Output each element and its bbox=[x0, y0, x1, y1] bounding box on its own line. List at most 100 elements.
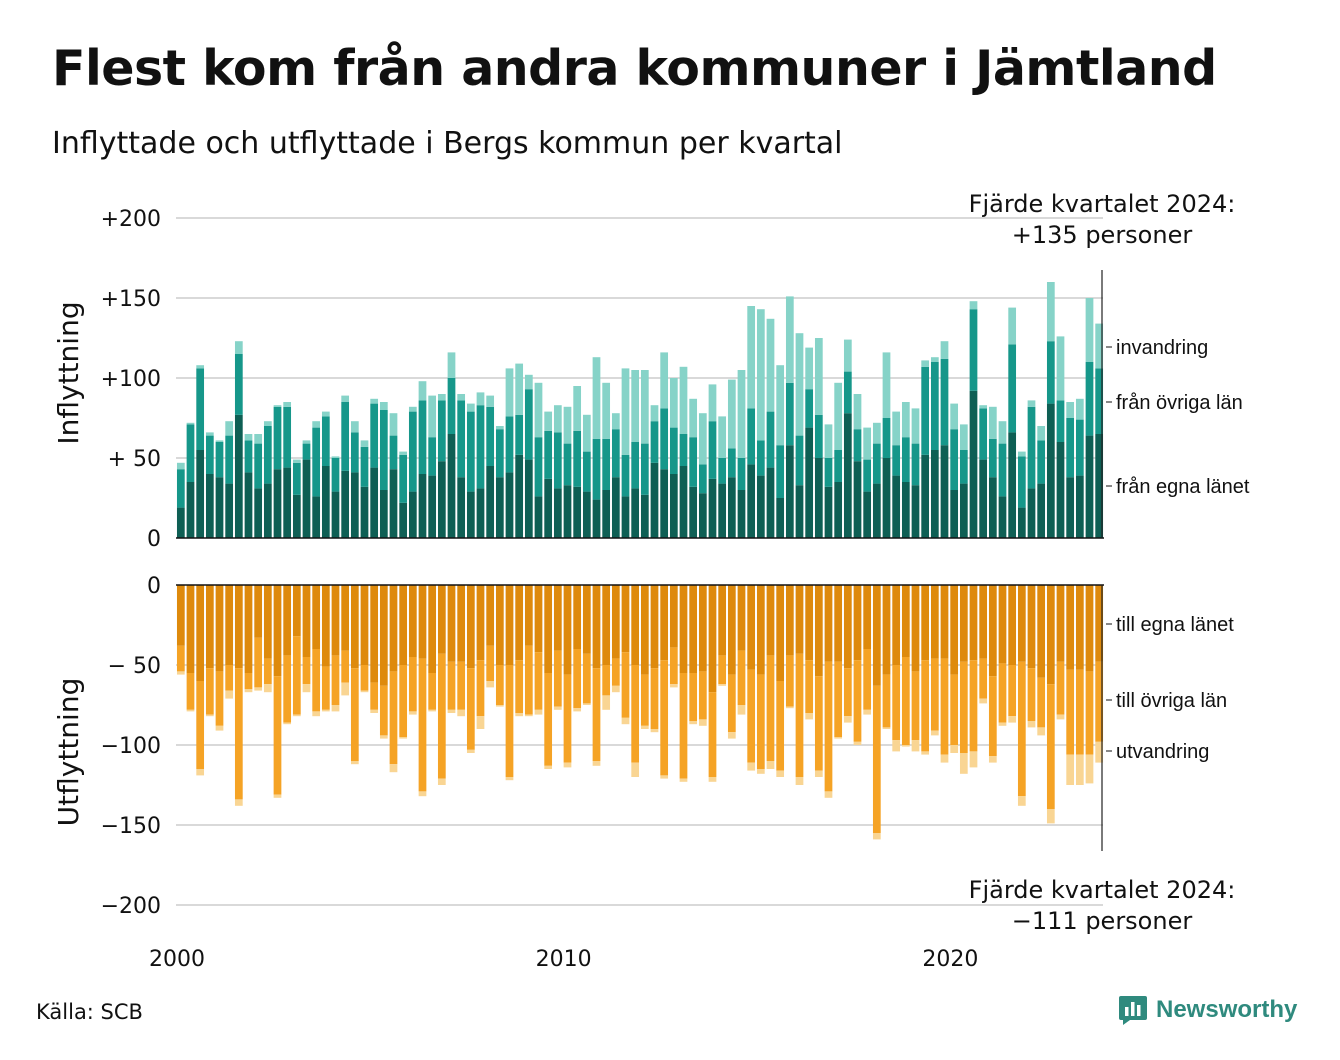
inflow-bar-invandring bbox=[795, 333, 804, 436]
outflow-bar-utvandring bbox=[254, 687, 263, 691]
inflow-bar-från-egna-länet bbox=[998, 496, 1007, 538]
inflow-bar-från-egna-länet bbox=[747, 464, 756, 538]
outflow-bar-till-övriga-län bbox=[244, 673, 253, 689]
outflow-bar-till-övriga-län bbox=[350, 668, 359, 761]
inflow-bar-från-egna-länet bbox=[853, 461, 862, 538]
outflow-bar-till-egna-länet bbox=[437, 585, 446, 654]
outflow-bar-till-egna-länet bbox=[621, 585, 630, 653]
inflow-bar-invandring bbox=[1085, 298, 1094, 362]
outflow-bar-utvandring bbox=[843, 716, 852, 723]
inflow-bar-från-övriga-län bbox=[225, 435, 234, 484]
outflow-bar-till-egna-länet bbox=[582, 585, 591, 654]
outflow-bar-till-övriga-län bbox=[176, 645, 185, 672]
inflow-bar-invandring bbox=[979, 405, 988, 409]
inflow-bar-från-övriga-län bbox=[1008, 344, 1017, 433]
outflow-bar-till-övriga-län bbox=[1056, 661, 1065, 715]
outflow-bar-till-övriga-län bbox=[940, 658, 949, 755]
inflow-bar-från-övriga-län bbox=[795, 435, 804, 486]
outflow-bar-till-egna-länet bbox=[292, 585, 301, 637]
inflow-bar-från-övriga-län bbox=[1037, 440, 1046, 484]
inflow-bar-invandring bbox=[814, 338, 823, 415]
inflow-bar-från-övriga-län bbox=[389, 435, 398, 470]
outflow-bar-till-övriga-län bbox=[428, 673, 437, 710]
outflow-bar-utvandring bbox=[360, 690, 369, 693]
inflow-bar-invandring bbox=[727, 379, 736, 449]
outflow-bar-till-övriga-län bbox=[727, 674, 736, 733]
inflow-bar-från-egna-länet bbox=[495, 477, 504, 538]
inflow-bars bbox=[176, 282, 1104, 538]
outflow-bar-till-övriga-län bbox=[486, 645, 495, 681]
outflow-bar-till-övriga-län bbox=[553, 650, 562, 707]
outflow-bar-till-egna-länet bbox=[544, 585, 553, 673]
outflow-bar-utvandring bbox=[940, 754, 949, 763]
inflow-bar-invandring bbox=[244, 434, 253, 441]
inflow-bar-från-övriga-län bbox=[428, 437, 437, 476]
inflow-bar-från-egna-länet bbox=[437, 461, 446, 538]
inflow-bar-från-egna-länet bbox=[805, 427, 814, 538]
inflow-bar-från-övriga-län bbox=[553, 432, 562, 489]
outflow-bar-till-egna-länet bbox=[805, 585, 814, 661]
inflow-bar-invandring bbox=[892, 411, 901, 446]
outflow-bar-till-övriga-län bbox=[495, 665, 504, 705]
inflow-bar-från-övriga-län bbox=[631, 442, 640, 489]
inflow-bar-från-egna-länet bbox=[1027, 488, 1036, 538]
outflow-bar-till-övriga-län bbox=[399, 665, 408, 737]
outflow-labels: till egna länet till övriga län utvandri… bbox=[1106, 614, 1234, 763]
inflow-bar-invandring bbox=[408, 406, 417, 412]
outflow-bar-till-övriga-län bbox=[843, 668, 852, 717]
outflow-bar-till-övriga-län bbox=[766, 655, 775, 761]
outflow-bar-till-egna-länet bbox=[234, 585, 243, 669]
inflow-bar-från-egna-länet bbox=[756, 475, 765, 538]
outflow-bar-till-egna-länet bbox=[911, 585, 920, 672]
inflow-bar-invandring bbox=[350, 421, 359, 433]
inflow-bar-från-övriga-län bbox=[621, 454, 630, 497]
outflow-bar-till-övriga-län bbox=[466, 668, 475, 750]
outflow-bar-utvandring bbox=[495, 705, 504, 707]
inflow-bar-invandring bbox=[515, 363, 524, 415]
outflow-bar-till-egna-länet bbox=[389, 585, 398, 672]
outflow-bar-till-övriga-län bbox=[1085, 671, 1094, 755]
inflow-bar-invandring bbox=[457, 394, 466, 401]
inflow-bar-från-övriga-län bbox=[708, 421, 717, 479]
inflow-bar-invandring bbox=[370, 398, 379, 404]
outflow-bar-utvandring bbox=[389, 764, 398, 773]
inflow-bar-invandring bbox=[1095, 323, 1104, 369]
inflow-bar-från-egna-länet bbox=[940, 445, 949, 538]
outflow-bar-utvandring bbox=[476, 716, 485, 729]
outflow-bar-utvandring bbox=[505, 777, 514, 781]
outflow-bar-till-övriga-län bbox=[263, 658, 272, 685]
inflow-bar-från-egna-länet bbox=[660, 469, 669, 538]
inflow-bar-från-egna-länet bbox=[1056, 442, 1065, 538]
outflow-bar-till-övriga-län bbox=[737, 650, 746, 705]
outflow-bar-till-egna-länet bbox=[795, 585, 804, 654]
inflow-bar-invandring bbox=[631, 370, 640, 442]
inflow-bar-från-övriga-län bbox=[640, 443, 649, 495]
outflow-bar-utvandring bbox=[1037, 727, 1046, 736]
y-tick-label: −200 bbox=[101, 894, 161, 919]
outflow-bar-utvandring bbox=[186, 709, 195, 712]
inflow-bar-invandring bbox=[283, 402, 292, 407]
inflow-bar-från-övriga-län bbox=[1027, 406, 1036, 489]
inflow-bar-invandring bbox=[669, 378, 678, 428]
inflow-bar-invandring bbox=[505, 368, 514, 417]
inflow-bar-från-egna-länet bbox=[621, 496, 630, 538]
inflow-labels: invandring från övriga län från egna län… bbox=[1106, 337, 1250, 498]
inflow-bar-från-övriga-län bbox=[853, 429, 862, 462]
outflow-bar-till-övriga-län bbox=[1095, 661, 1104, 742]
outflow-bar-till-egna-länet bbox=[853, 585, 862, 661]
outflow-bar-till-egna-länet bbox=[1085, 585, 1094, 672]
inflow-bar-invandring bbox=[1075, 398, 1084, 420]
inflow-bar-från-övriga-län bbox=[370, 403, 379, 468]
outflow-bar-till-egna-länet bbox=[573, 585, 582, 649]
outflow-bar-till-egna-länet bbox=[631, 585, 640, 665]
outflow-bar-till-egna-länet bbox=[205, 585, 214, 669]
outflow-bar-utvandring bbox=[466, 749, 475, 753]
outflow-bar-utvandring bbox=[1056, 714, 1065, 720]
inflow-bar-från-övriga-län bbox=[476, 405, 485, 489]
inflow-bar-från-egna-länet bbox=[486, 466, 495, 538]
inflow-bar-från-egna-länet bbox=[930, 450, 939, 538]
inflow-bar-från-egna-länet bbox=[350, 472, 359, 538]
outflow-bar-utvandring bbox=[882, 727, 891, 729]
outflow-bar-till-egna-länet bbox=[901, 585, 910, 657]
inflow-bar-från-övriga-län bbox=[718, 458, 727, 484]
